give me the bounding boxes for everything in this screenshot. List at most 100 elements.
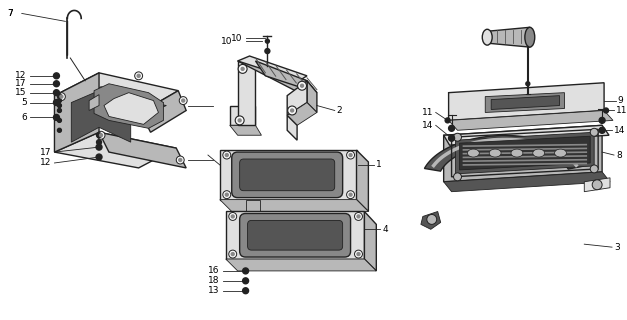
Circle shape: [604, 108, 609, 113]
Circle shape: [229, 250, 236, 258]
Circle shape: [58, 99, 61, 103]
Text: 4: 4: [382, 225, 388, 234]
Polygon shape: [456, 132, 594, 174]
Circle shape: [453, 133, 461, 141]
Circle shape: [448, 135, 455, 141]
Circle shape: [298, 81, 307, 90]
Polygon shape: [67, 87, 164, 117]
Circle shape: [599, 128, 604, 133]
Circle shape: [97, 131, 105, 139]
Ellipse shape: [554, 149, 566, 157]
Text: 17: 17: [40, 148, 51, 156]
Circle shape: [347, 191, 354, 199]
Polygon shape: [99, 132, 186, 168]
Circle shape: [58, 94, 61, 98]
Polygon shape: [491, 96, 559, 109]
Polygon shape: [55, 73, 178, 112]
Ellipse shape: [525, 27, 535, 47]
Circle shape: [60, 95, 63, 98]
Circle shape: [243, 268, 248, 274]
Text: 15: 15: [15, 88, 27, 97]
Circle shape: [235, 116, 244, 125]
Circle shape: [231, 252, 234, 256]
Polygon shape: [444, 125, 602, 182]
Text: 3: 3: [614, 243, 619, 252]
Circle shape: [179, 158, 182, 162]
Circle shape: [223, 151, 231, 159]
Polygon shape: [364, 212, 376, 271]
Text: 10: 10: [221, 37, 233, 46]
Circle shape: [427, 214, 437, 224]
Circle shape: [300, 84, 303, 87]
Polygon shape: [71, 91, 166, 142]
Text: 9: 9: [617, 96, 623, 105]
Circle shape: [453, 173, 461, 181]
Circle shape: [592, 180, 602, 190]
Ellipse shape: [482, 29, 492, 45]
Polygon shape: [89, 95, 99, 110]
Circle shape: [223, 191, 231, 199]
Circle shape: [96, 154, 102, 160]
Polygon shape: [140, 91, 186, 132]
Circle shape: [354, 250, 362, 258]
Text: 12: 12: [16, 71, 27, 80]
Polygon shape: [104, 93, 159, 124]
Polygon shape: [238, 61, 307, 93]
Text: 1: 1: [376, 160, 382, 170]
Circle shape: [53, 115, 60, 120]
Ellipse shape: [533, 149, 545, 157]
Circle shape: [526, 82, 530, 86]
Polygon shape: [357, 150, 369, 212]
Circle shape: [599, 127, 605, 133]
Text: 16: 16: [208, 267, 220, 276]
Polygon shape: [238, 61, 255, 125]
Text: 11: 11: [422, 108, 434, 117]
Circle shape: [96, 144, 102, 150]
Ellipse shape: [467, 149, 479, 157]
Polygon shape: [220, 200, 369, 212]
Polygon shape: [444, 125, 609, 145]
Text: 18: 18: [208, 276, 220, 285]
Circle shape: [448, 125, 455, 131]
Polygon shape: [448, 110, 613, 130]
Text: 14: 14: [423, 121, 434, 130]
Text: 2: 2: [337, 106, 342, 115]
Circle shape: [58, 108, 61, 112]
Polygon shape: [444, 172, 610, 192]
Polygon shape: [287, 103, 317, 125]
Ellipse shape: [489, 149, 501, 157]
Circle shape: [176, 156, 184, 164]
Circle shape: [58, 118, 61, 122]
Polygon shape: [424, 135, 584, 171]
Circle shape: [225, 193, 228, 196]
Circle shape: [357, 215, 360, 218]
Polygon shape: [255, 61, 317, 93]
Text: 7: 7: [7, 9, 13, 18]
Circle shape: [288, 106, 297, 115]
Polygon shape: [421, 212, 441, 229]
Text: 6: 6: [21, 113, 27, 122]
Polygon shape: [94, 84, 164, 128]
Circle shape: [135, 72, 142, 80]
Polygon shape: [226, 259, 376, 271]
Circle shape: [243, 288, 248, 294]
Circle shape: [97, 140, 102, 145]
Text: 14: 14: [614, 126, 625, 135]
Circle shape: [349, 154, 352, 156]
FancyBboxPatch shape: [240, 159, 335, 191]
Polygon shape: [287, 81, 307, 116]
Circle shape: [347, 151, 354, 159]
Circle shape: [238, 119, 241, 122]
Polygon shape: [487, 27, 530, 47]
Text: 12: 12: [40, 158, 51, 167]
Polygon shape: [238, 56, 307, 81]
Circle shape: [58, 128, 61, 132]
Polygon shape: [448, 83, 604, 120]
Circle shape: [231, 215, 234, 218]
Circle shape: [357, 252, 360, 256]
Polygon shape: [460, 136, 590, 170]
Circle shape: [58, 104, 61, 108]
Polygon shape: [287, 116, 297, 140]
FancyBboxPatch shape: [232, 152, 342, 198]
Polygon shape: [485, 93, 564, 112]
